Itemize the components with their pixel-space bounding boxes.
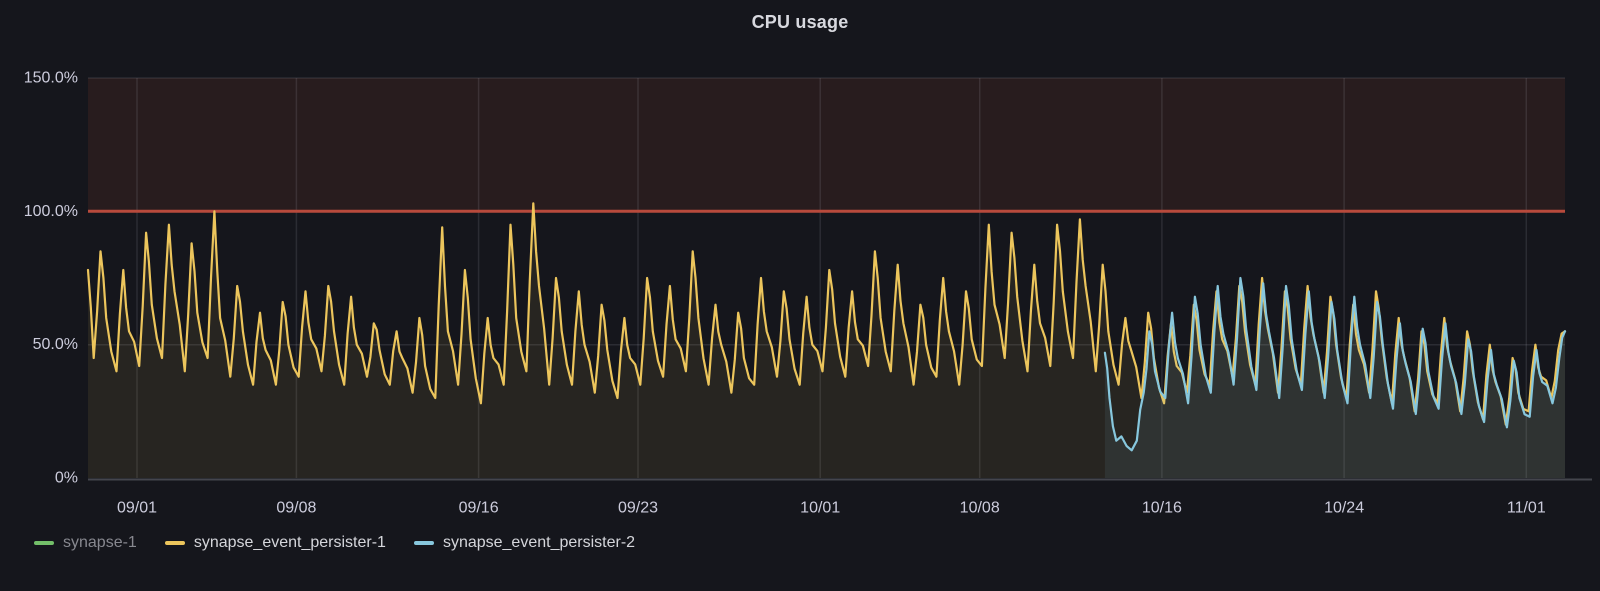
x-axis-label: 09/16	[459, 500, 499, 517]
y-axis-label: 0%	[55, 470, 78, 487]
x-axis-label: 11/01	[1507, 500, 1546, 517]
x-axis-label: 10/24	[1324, 500, 1364, 517]
x-axis-label: 10/01	[800, 500, 840, 517]
legend-item-synapse_event_persister-2[interactable]: synapse_event_persister-2	[413, 534, 636, 552]
legend-color-dash	[164, 541, 185, 545]
series-line-synapse_event_persister-2	[1103, 276, 1567, 452]
x-axis-label: 10/16	[1142, 500, 1182, 517]
legend-color-dash	[413, 541, 434, 545]
panel-title[interactable]: CPU usage	[751, 12, 849, 32]
x-axis-label: 10/08	[960, 500, 1000, 517]
x-axis-label: 09/08	[276, 500, 316, 517]
series-area-synapse_event_persister-2	[1104, 278, 1565, 478]
legend-label: synapse_event_persister-1	[193, 534, 386, 551]
y-axis-label: 100.0%	[24, 203, 78, 220]
legend-item-synapse_event_persister-1[interactable]: synapse_event_persister-1	[164, 534, 386, 552]
legend: synapse-1 synapse_event_persister-1 synaps…	[34, 534, 635, 552]
x-axis-label: 09/01	[117, 500, 157, 517]
legend-label: synapse-1	[63, 534, 137, 551]
y-axis-label: 150.0%	[24, 70, 78, 87]
legend-item-synapse-1[interactable]: synapse-1	[34, 534, 137, 552]
legend-label: synapse_event_persister-2	[442, 534, 636, 551]
y-axis-label: 50.0%	[33, 336, 78, 353]
threshold-region	[88, 78, 1565, 212]
x-axis-label: 09/23	[618, 500, 658, 517]
legend-color-dash	[34, 541, 54, 545]
series-area-synapse_event_persister-1	[88, 203, 1565, 479]
